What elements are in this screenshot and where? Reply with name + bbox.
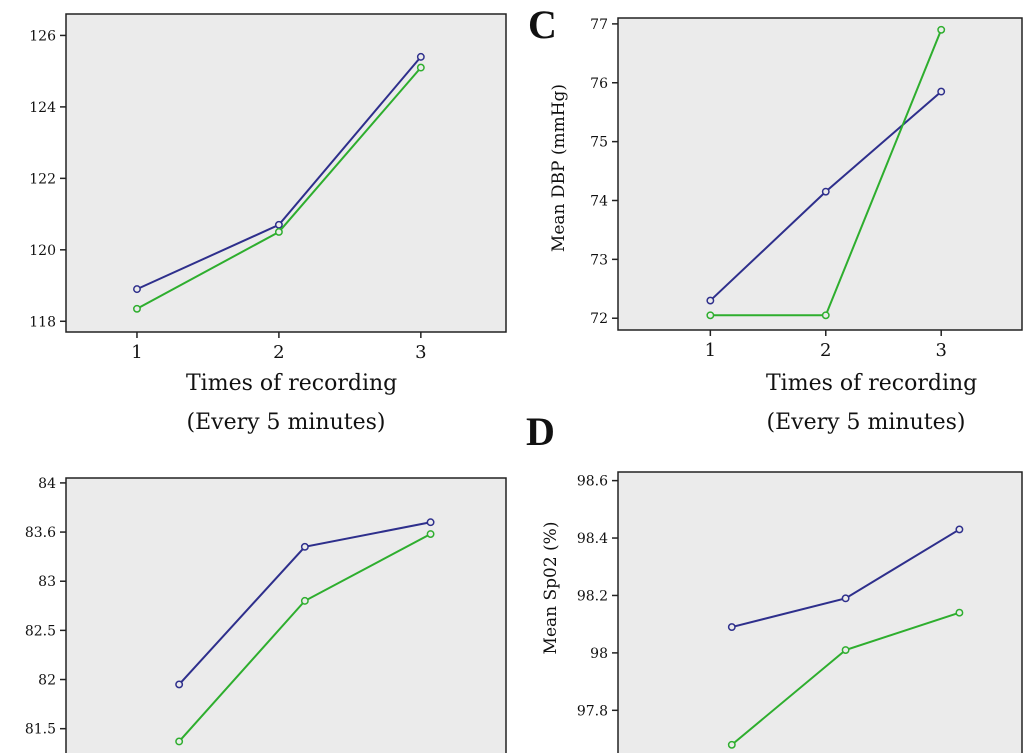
- y-tick-label: 75: [590, 135, 608, 151]
- data-point: [133, 285, 141, 294]
- data-point: [821, 187, 830, 196]
- data-point: [937, 25, 946, 34]
- data-point: [727, 740, 736, 749]
- chart-d-svg: 97.8 98 98.2 98.4 98.6 Mean Sp02 (%): [541, 471, 1023, 753]
- chart-a-svg: 118 120 122 124 126 1 2 3: [29, 13, 507, 363]
- data-point: [937, 87, 946, 96]
- plot-area: [617, 471, 1023, 753]
- chart-a-xlabel-sub: (Every 5 minutes): [186, 410, 386, 435]
- data-point: [274, 228, 283, 236]
- y-tick-label: 84: [38, 476, 56, 492]
- data-point: [706, 296, 715, 305]
- y-tick-label: 83: [38, 574, 56, 590]
- data-point: [955, 525, 964, 534]
- y-tick-label: 77: [590, 17, 608, 33]
- data-point: [175, 680, 184, 689]
- data-point: [841, 594, 850, 603]
- y-tick-label: 124: [29, 100, 56, 116]
- data-point: [175, 737, 184, 746]
- data-point: [821, 311, 830, 320]
- chart-a-xlabel: Times of recording: [186, 371, 398, 396]
- chart-b-svg: 81.5 82 82.5 83 83.6 84: [25, 476, 507, 753]
- y-tick-label: 72: [590, 311, 608, 327]
- chart-c-xlabel-sub: (Every 5 minutes): [766, 410, 966, 435]
- y-axis-label: Mean Sp02 (%): [541, 522, 561, 655]
- x-tick-label: 1: [705, 340, 716, 361]
- y-tick-label: 120: [29, 243, 56, 259]
- plot-area: [617, 17, 1023, 331]
- y-tick-label: 98: [590, 646, 608, 662]
- data-point: [706, 311, 715, 320]
- y-tick-label: 122: [29, 171, 56, 187]
- data-point: [727, 623, 736, 631]
- y-tick-label: 97.8: [577, 703, 608, 719]
- y-tick-label: 82.5: [25, 623, 56, 639]
- data-point: [300, 542, 309, 551]
- chart-panel-b: 81.5 82 82.5 83 83.6 84: [0, 440, 512, 753]
- data-point: [300, 596, 309, 605]
- y-tick-label: 76: [590, 76, 608, 92]
- y-tick-label: 98.6: [577, 474, 608, 490]
- y-tick-label: 118: [29, 314, 56, 330]
- data-point: [133, 304, 141, 313]
- chart-c-xlabel: Times of recording: [766, 371, 978, 396]
- y-tick-label: 98.4: [577, 531, 608, 547]
- x-tick-label: 1: [131, 342, 142, 363]
- y-tick-label: 83.6: [25, 525, 56, 541]
- panel-letter-c: C: [528, 2, 557, 47]
- y-tick-label: 73: [590, 252, 608, 268]
- data-point: [955, 608, 964, 617]
- data-point: [426, 518, 435, 527]
- data-point: [416, 63, 425, 72]
- plot-area: [65, 477, 507, 753]
- x-tick-label: 3: [935, 340, 946, 361]
- plot-area: [65, 13, 507, 333]
- y-tick-label: 81.5: [25, 722, 56, 738]
- y-axis-label: Mean DBP (mmHg): [549, 84, 569, 252]
- y-tick-label: 126: [29, 28, 56, 44]
- chart-c-svg: 72 73 74 75 76 77 1 2 3 Mean DBP (mmHg): [549, 17, 1023, 361]
- x-tick-label: 3: [415, 342, 426, 363]
- data-point: [841, 646, 850, 654]
- chart-panel-a: 118 120 122 124 126 1 2 3 Times of recording (E…: [0, 0, 512, 440]
- y-tick-label: 82: [38, 673, 56, 689]
- panel-letter-d: D: [526, 409, 555, 454]
- data-point: [426, 530, 435, 538]
- x-tick-label: 2: [820, 340, 831, 361]
- data-point: [416, 52, 425, 61]
- chart-panel-c: C 72 73 74 75 76 77 1 2 3 Mean DBP (mmHg) Times o…: [512, 0, 1024, 440]
- y-tick-label: 74: [590, 193, 608, 209]
- y-tick-label: 98.2: [577, 588, 608, 604]
- x-tick-label: 2: [273, 342, 284, 363]
- data-point: [274, 220, 283, 229]
- chart-panel-d: D 97.8 98 98.2 98.4 98.6 Mean Sp02 (%): [512, 412, 1024, 753]
